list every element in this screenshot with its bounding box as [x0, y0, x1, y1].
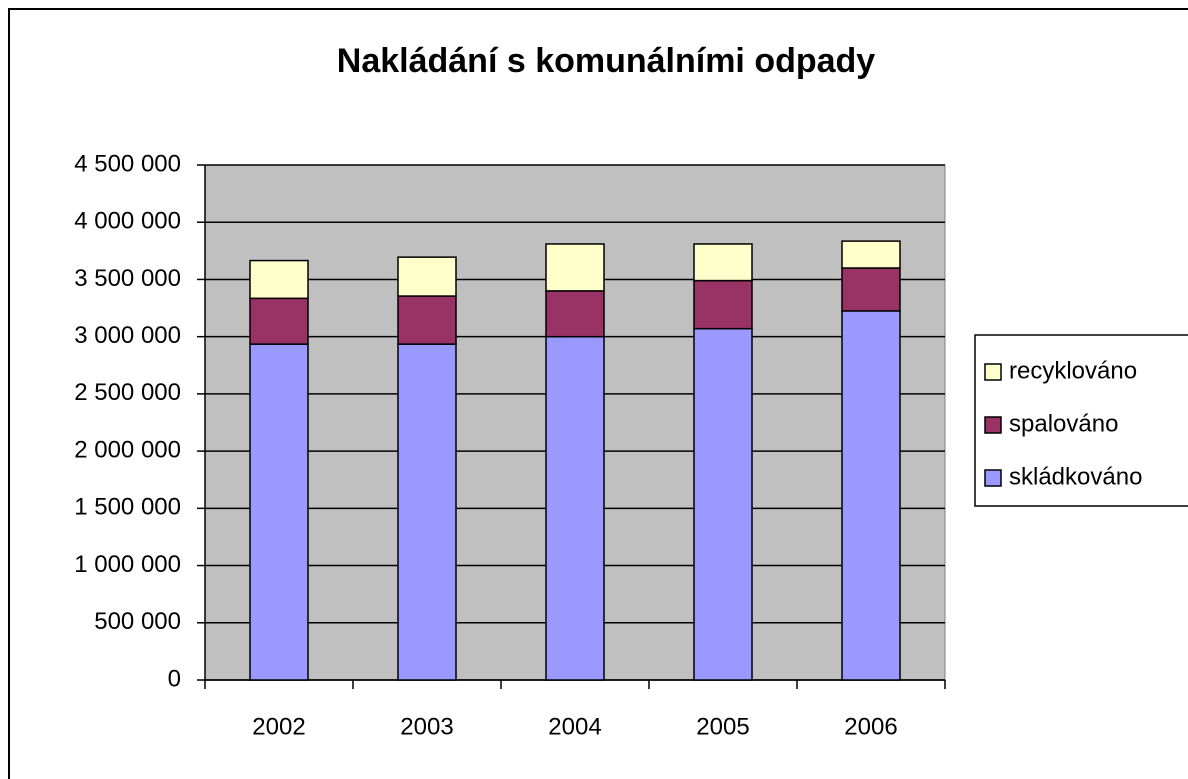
- chart-title: Nakládání s komunálními odpady: [337, 42, 876, 80]
- y-tick-label: 1 000 000: [74, 551, 181, 578]
- legend-label: recyklováno: [1009, 357, 1137, 384]
- y-tick-label: 500 000: [94, 608, 181, 635]
- x-tick-label: 2005: [696, 713, 749, 740]
- x-tick-label: 2004: [548, 713, 601, 740]
- bar-segment: [693, 243, 753, 282]
- y-tick-label: 4 500 000: [74, 150, 181, 177]
- bar-segment: [841, 267, 901, 312]
- x-tick-label: 2003: [400, 713, 453, 740]
- bar-segment: [841, 240, 901, 269]
- legend-swatch: [984, 363, 1002, 381]
- legend-swatch: [984, 416, 1002, 434]
- bar-segment: [693, 279, 753, 330]
- bar-segment: [249, 343, 309, 681]
- legend-box: [974, 334, 1188, 507]
- legend-swatch: [984, 469, 1002, 487]
- legend-label: skládkováno: [1009, 463, 1142, 490]
- bar-segment: [841, 310, 901, 681]
- x-tick-label: 2006: [844, 713, 897, 740]
- bar-segment: [545, 335, 605, 681]
- y-tick-label: 3 500 000: [74, 265, 181, 292]
- y-tick-label: 4 000 000: [74, 208, 181, 235]
- y-tick-label: 3 000 000: [74, 322, 181, 349]
- bar-segment: [545, 290, 605, 338]
- x-tick-label: 2002: [252, 713, 305, 740]
- bar-segment: [397, 295, 457, 345]
- bar-segment: [397, 256, 457, 297]
- bar-segment: [397, 343, 457, 681]
- bar-segment: [249, 259, 309, 300]
- y-tick-label: 0: [168, 665, 181, 692]
- bar-segment: [249, 297, 309, 345]
- bar-segment: [693, 327, 753, 681]
- y-tick-label: 2 000 000: [74, 436, 181, 463]
- y-tick-label: 2 500 000: [74, 379, 181, 406]
- bar-segment: [545, 243, 605, 292]
- legend-label: spalováno: [1009, 410, 1118, 437]
- y-tick-label: 1 500 000: [74, 494, 181, 521]
